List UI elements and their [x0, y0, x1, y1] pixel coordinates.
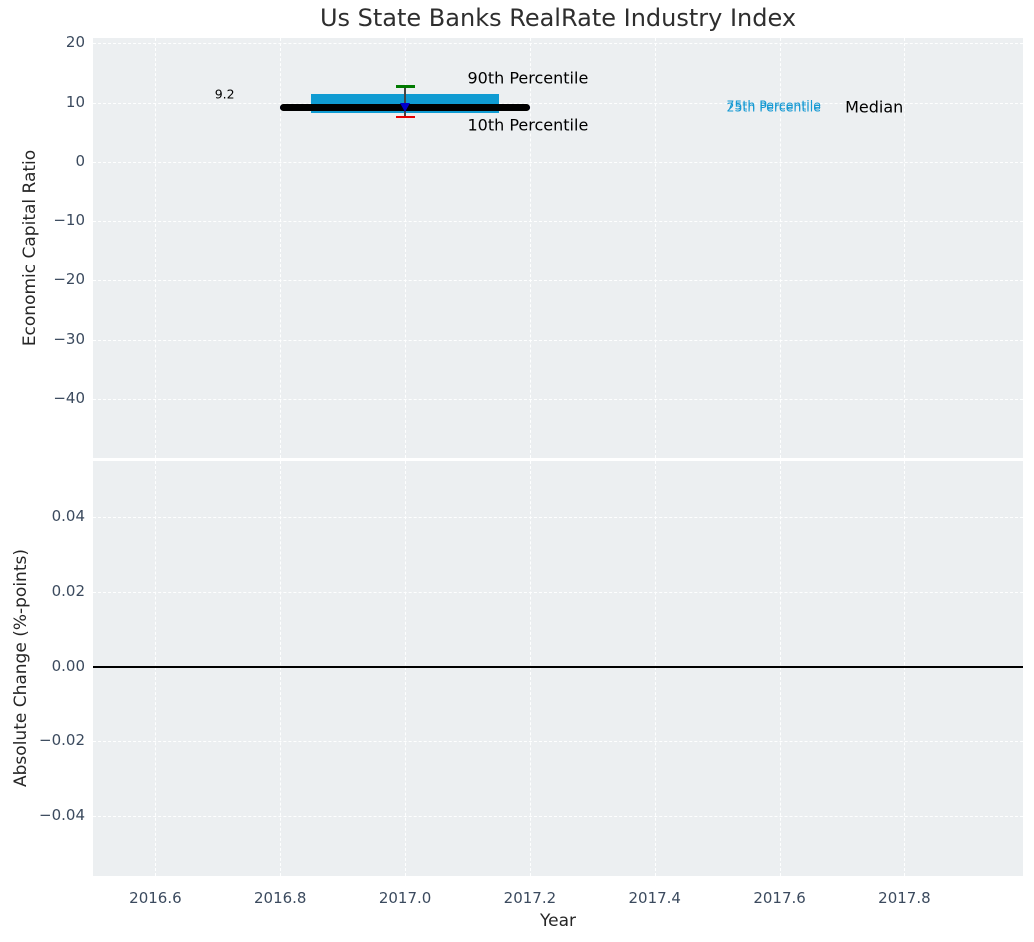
x-tick-label: 2017.6	[753, 889, 806, 907]
h-gridline	[93, 221, 1023, 223]
chart-title: Us State Banks RealRate Industry Index	[319, 4, 797, 32]
y-tick-label: −0.02	[39, 731, 85, 750]
y-tick-label: −30	[53, 329, 85, 348]
y-tick-label: 0.02	[51, 581, 85, 600]
p90-cap	[395, 85, 415, 88]
y-tick-label: −10	[53, 211, 85, 230]
h-gridline	[93, 339, 1023, 341]
x-tick-label: 2017.4	[628, 889, 681, 907]
v-gridline	[654, 38, 656, 458]
h-gridline	[93, 102, 1023, 104]
h-gridline	[93, 816, 1023, 818]
annotation-9-2: 9.2	[214, 86, 235, 102]
x-tick-label: 2017.0	[378, 889, 432, 907]
y-tick-label: 20	[65, 33, 85, 52]
y-tick-label: −20	[53, 270, 85, 289]
x-tick-label: 2016.6	[129, 889, 182, 907]
v-gridline	[529, 38, 531, 458]
top-y-axis-label: Economic Capital Ratio	[20, 149, 40, 347]
x-tick-label: 2017.2	[503, 889, 557, 907]
v-gridline	[280, 461, 282, 876]
y-tick-label: 0.00	[51, 656, 85, 675]
v-gridline	[904, 38, 906, 458]
annotation-median: Median	[845, 97, 904, 117]
bottom-axes	[93, 461, 1023, 876]
zero-line	[93, 665, 1023, 668]
annotation-90th-percentile: 90th Percentile	[467, 68, 589, 88]
v-gridline	[654, 461, 656, 876]
h-gridline	[93, 43, 1023, 45]
h-gridline	[93, 517, 1023, 519]
annotation-25th-percentile: 25th Percentile	[726, 99, 821, 115]
annotation-10th-percentile: 10th Percentile	[467, 115, 589, 135]
v-gridline	[904, 461, 906, 876]
y-tick-label: −40	[53, 388, 85, 407]
v-gridline	[155, 38, 157, 458]
h-gridline	[93, 398, 1023, 400]
whisker-line	[404, 86, 406, 117]
y-tick-label: −0.04	[39, 806, 85, 825]
annotation-75th-percentile: 75th Percentile	[726, 97, 821, 113]
h-gridline	[93, 591, 1023, 593]
y-tick-label: 0.04	[51, 507, 85, 526]
p10-cap	[395, 115, 415, 119]
top-axes: 9.2 90th Percentile 10th Percentile 75th Pe…	[93, 38, 1023, 458]
y-tick-label: 0	[75, 151, 85, 170]
x-tick-label: 2016.8	[253, 889, 307, 907]
v-gridline	[405, 461, 407, 876]
v-gridline	[280, 38, 282, 458]
v-gridline	[529, 461, 531, 876]
h-gridline	[93, 280, 1023, 282]
v-gridline	[155, 461, 157, 876]
v-gridline	[779, 38, 781, 458]
x-axis-label: Year	[540, 911, 576, 931]
x-tick-label: 2017.8	[878, 889, 931, 907]
company-marker	[399, 102, 410, 112]
v-gridline	[405, 38, 407, 458]
h-gridline	[93, 161, 1023, 163]
y-tick-label: 10	[65, 92, 85, 111]
v-gridline	[779, 461, 781, 876]
h-gridline	[93, 741, 1023, 743]
